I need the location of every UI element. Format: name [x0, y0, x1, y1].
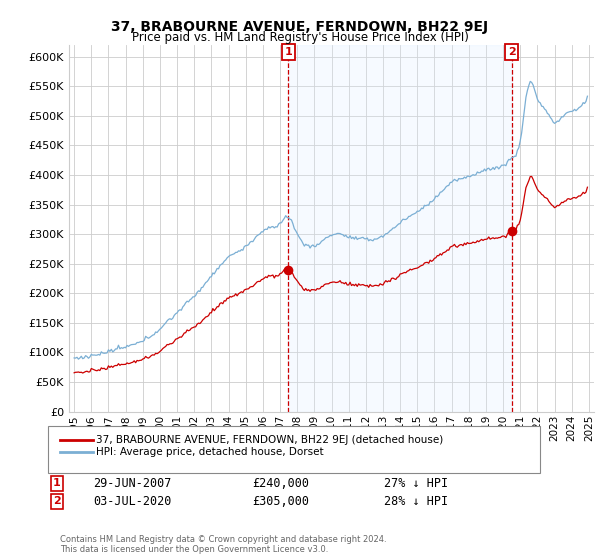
Text: 1: 1 — [284, 47, 292, 57]
Text: 2: 2 — [508, 47, 515, 57]
Text: 2: 2 — [53, 496, 61, 506]
Text: Price paid vs. HM Land Registry's House Price Index (HPI): Price paid vs. HM Land Registry's House … — [131, 31, 469, 44]
Text: 37, BRABOURNE AVENUE, FERNDOWN, BH22 9EJ (detached house): 37, BRABOURNE AVENUE, FERNDOWN, BH22 9EJ… — [96, 435, 443, 445]
Text: 1: 1 — [53, 478, 61, 488]
Text: 27% ↓ HPI: 27% ↓ HPI — [384, 477, 448, 490]
Text: £305,000: £305,000 — [252, 494, 309, 508]
Text: 37, BRABOURNE AVENUE, FERNDOWN, BH22 9EJ: 37, BRABOURNE AVENUE, FERNDOWN, BH22 9EJ — [112, 20, 488, 34]
Bar — [289, 45, 512, 412]
Text: Contains HM Land Registry data © Crown copyright and database right 2024.
This d: Contains HM Land Registry data © Crown c… — [60, 535, 386, 554]
Text: 29-JUN-2007: 29-JUN-2007 — [93, 477, 172, 490]
Text: 28% ↓ HPI: 28% ↓ HPI — [384, 494, 448, 508]
Text: £240,000: £240,000 — [252, 477, 309, 490]
Text: 03-JUL-2020: 03-JUL-2020 — [93, 494, 172, 508]
Text: HPI: Average price, detached house, Dorset: HPI: Average price, detached house, Dors… — [96, 447, 323, 457]
